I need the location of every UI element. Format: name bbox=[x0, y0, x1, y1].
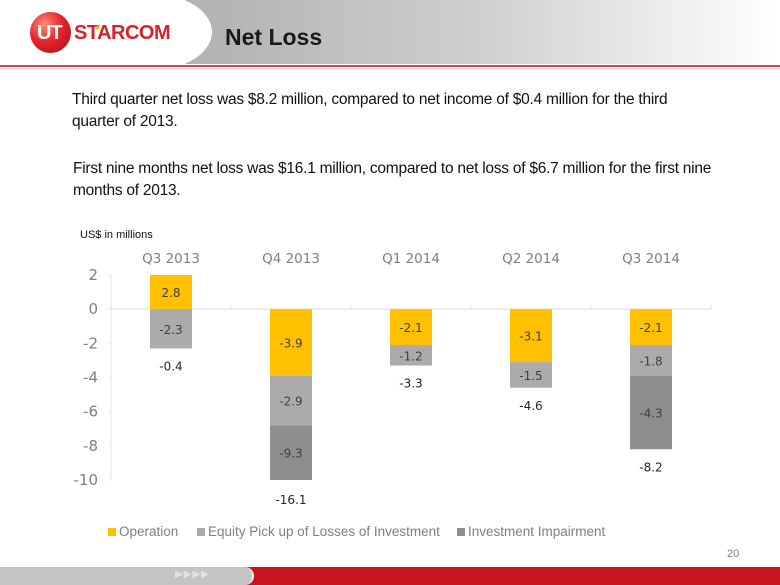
logo-sphere-icon bbox=[30, 12, 71, 53]
bar-segment-label: -9.3 bbox=[279, 447, 302, 461]
y-tick-label: -8 bbox=[83, 437, 98, 455]
legend-item-equity: Equity Pick up of Losses of Investment bbox=[197, 524, 440, 539]
x-category-label: Q4 2013 bbox=[262, 251, 320, 267]
bar-segment-label: -4.3 bbox=[639, 407, 662, 421]
bar-segment bbox=[390, 309, 432, 346]
header-divider bbox=[0, 65, 780, 67]
x-category-label: Q3 2013 bbox=[142, 251, 200, 267]
bar-segment-label: -1.5 bbox=[519, 369, 542, 383]
bar-segment-label: -3.9 bbox=[279, 336, 302, 350]
bar-segment-label: 2.8 bbox=[161, 286, 180, 300]
bar-segment bbox=[150, 309, 192, 349]
x-category-label: Q3 2014 bbox=[622, 251, 680, 267]
bar-total-label: -8.2 bbox=[639, 460, 662, 474]
y-tick-label: 0 bbox=[88, 300, 98, 318]
legend-label-equity: Equity Pick up of Losses of Investment bbox=[208, 524, 440, 539]
legend-label-impairment: Investment Impairment bbox=[468, 524, 606, 539]
legend-item-operation: Operation bbox=[108, 524, 178, 539]
legend-item-impairment: Investment Impairment bbox=[457, 524, 605, 539]
logo-text-starcom: STARCOM bbox=[74, 22, 171, 44]
bar-segment-label: -2.3 bbox=[159, 323, 182, 337]
bar-total-label: -3.3 bbox=[399, 377, 422, 391]
page-number: 20 bbox=[727, 548, 740, 560]
x-category-label: Q1 2014 bbox=[382, 251, 440, 267]
summary-paragraph-nine-months: First nine months net loss was $16.1 mil… bbox=[73, 160, 712, 199]
bar-segment bbox=[270, 425, 312, 480]
logo-star-icon: ★ bbox=[94, 23, 102, 32]
bar-segment-label: -1.2 bbox=[399, 349, 422, 363]
legend-swatch-equity bbox=[197, 527, 205, 536]
x-category-label: Q2 2014 bbox=[502, 251, 560, 267]
bar-segment-label: -3.1 bbox=[519, 330, 542, 344]
bar-segment bbox=[630, 375, 672, 450]
bar-segment bbox=[630, 345, 672, 376]
bar-segment bbox=[150, 275, 192, 310]
y-tick-label: -6 bbox=[83, 403, 98, 421]
slide-title: Net Loss bbox=[225, 24, 323, 50]
bar-segment bbox=[510, 362, 552, 388]
bar-segment bbox=[270, 375, 312, 426]
bar-segment-label: -1.8 bbox=[639, 354, 662, 368]
bar-segment-label: -2.1 bbox=[639, 321, 662, 335]
y-tick-label: -4 bbox=[83, 369, 98, 387]
legend-swatch-impairment bbox=[457, 527, 465, 536]
bar-total-label: -0.4 bbox=[159, 359, 182, 373]
bar-segment-label: -2.9 bbox=[279, 395, 302, 409]
y-tick-label: -10 bbox=[74, 471, 99, 489]
bar-segment bbox=[270, 309, 312, 376]
legend-swatch-operation bbox=[108, 527, 116, 536]
bar-segment-label: -2.1 bbox=[399, 321, 422, 335]
bar-total-label: -4.6 bbox=[519, 399, 542, 413]
y-tick-label: -2 bbox=[83, 334, 98, 352]
footer-gray-bar bbox=[0, 567, 254, 585]
legend-label-operation: Operation bbox=[119, 524, 179, 539]
y-tick-label: 2 bbox=[88, 266, 98, 284]
company-logo: UT STARCOM ★ bbox=[30, 12, 190, 54]
summary-paragraph-quarter: Third quarter net loss was $8.2 million,… bbox=[72, 91, 668, 130]
bar-segment bbox=[630, 309, 672, 346]
bar-segment bbox=[510, 309, 552, 363]
bar-total-label: -16.1 bbox=[275, 493, 306, 507]
header-divider-shadow bbox=[0, 68, 780, 69]
logo-text-ut: UT bbox=[37, 22, 63, 44]
chart-units-label: US$ in millions bbox=[80, 229, 153, 241]
bar-segment bbox=[390, 345, 432, 366]
footer-arrows-icon: ▶▶▶▶ bbox=[175, 569, 210, 580]
